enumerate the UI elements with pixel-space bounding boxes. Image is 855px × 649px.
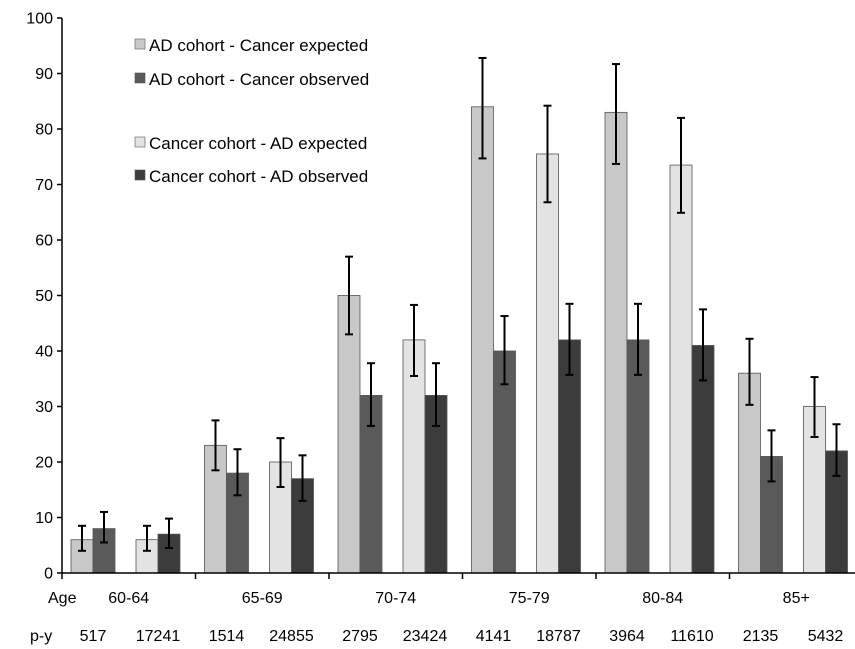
legend-swatch <box>134 169 146 181</box>
legend-label: AD cohort - Cancer expected <box>149 36 368 55</box>
y-tick-label: 90 <box>35 66 53 83</box>
age-group-label: 80-84 <box>642 590 683 607</box>
py-value-label: 4141 <box>476 628 512 645</box>
y-axis: 0 10 20 30 40 50 60 70 80 90 100 <box>26 11 63 583</box>
bar-ad-expected <box>604 111 628 574</box>
legend-swatch <box>134 38 146 50</box>
py-value-label: 3964 <box>609 628 645 645</box>
py-value-label: 24855 <box>269 628 314 645</box>
legend-label: AD cohort - Cancer observed <box>149 70 369 89</box>
y-tick-label: 60 <box>35 233 53 250</box>
y-tick-label: 100 <box>26 11 53 28</box>
legend-swatch <box>134 72 146 84</box>
py-value-label: 18787 <box>536 628 581 645</box>
age-row-label: Age <box>48 590 77 607</box>
py-value-label: 23424 <box>403 628 448 645</box>
bar-series <box>70 106 848 574</box>
age-group-label: 65-69 <box>242 590 283 607</box>
bar-cancer-expected <box>669 164 693 574</box>
py-value-label: 517 <box>80 628 107 645</box>
y-tick-label: 70 <box>35 177 53 194</box>
error-bars <box>78 56 841 552</box>
py-row-label: p-y <box>30 628 52 645</box>
py-value-label: 17241 <box>136 628 181 645</box>
legend-label: Cancer cohort - AD observed <box>149 167 368 186</box>
age-group-label: 60-64 <box>108 590 149 607</box>
y-tick-label: 0 <box>44 566 53 583</box>
py-value-label: 1514 <box>209 628 245 645</box>
y-tick-label: 40 <box>35 344 53 361</box>
y-tick-label: 30 <box>35 399 53 416</box>
y-tick-label: 80 <box>35 122 53 139</box>
legend: AD cohort - Cancer expected AD cohort - C… <box>134 36 369 186</box>
bar-cancer-expected <box>536 153 559 574</box>
py-value-label: 11610 <box>670 628 713 645</box>
bar-ad-expected <box>471 106 494 574</box>
py-value-label: 2135 <box>743 628 779 645</box>
bar-ad-expected <box>337 295 361 574</box>
x-axis: Age p-y 60-64 65-69 70-74 75-79 80-84 85+ 517 172… <box>30 572 855 645</box>
y-tick-label: 10 <box>35 510 53 527</box>
py-value-label: 5432 <box>808 628 844 645</box>
y-tick-label: 20 <box>35 455 53 472</box>
age-group-label: 70-74 <box>375 590 416 607</box>
py-value-label: 2795 <box>342 628 378 645</box>
legend-swatch <box>134 136 146 148</box>
y-tick-label: 50 <box>35 288 53 305</box>
age-group-label: 85+ <box>783 590 810 607</box>
age-group-label: 75-79 <box>509 590 550 607</box>
legend-label: Cancer cohort - AD expected <box>149 134 367 153</box>
